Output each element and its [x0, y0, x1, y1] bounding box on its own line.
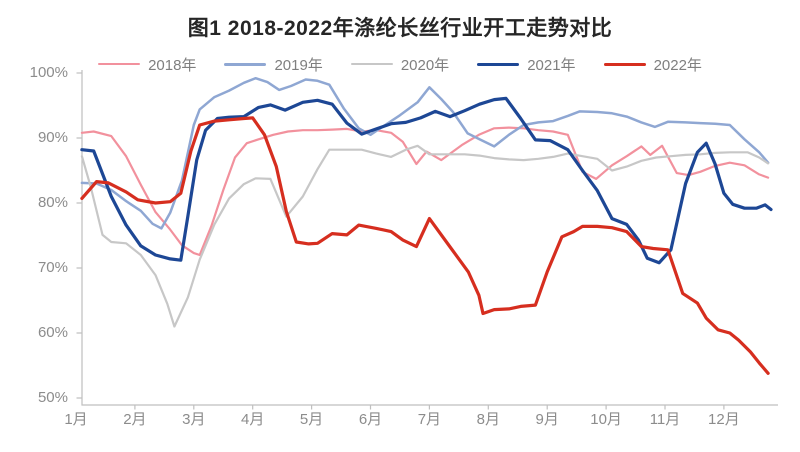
- y-axis-label: 80%: [37, 194, 68, 211]
- series-line-2019年: [80, 76, 770, 230]
- chart-title: 图1 2018-2022年涤纶长丝行业开工走势对比: [187, 17, 613, 40]
- x-axis-label: 3月: [182, 411, 206, 428]
- x-axis-label: 8月: [476, 411, 500, 428]
- legend: 2018年 2019年 2020年 2021年 2022年: [0, 54, 800, 74]
- y-axis-label: 100%: [29, 64, 68, 81]
- x-axis-label: 12月: [708, 411, 740, 428]
- series-line-2021年: [80, 96, 773, 265]
- series-line-2018年: [80, 126, 770, 257]
- x-axis-label: 4月: [241, 411, 265, 428]
- legend-line-swatch: [603, 62, 646, 66]
- legend-label: 2018年: [148, 56, 197, 74]
- legend-line-swatch: [98, 63, 141, 65]
- legend-item-2018年: 2018年: [98, 54, 196, 75]
- x-axis-label: 6月: [358, 411, 383, 428]
- x-axis-label: 11月: [649, 411, 681, 428]
- x-axis-label: 1月: [64, 411, 88, 428]
- x-axis-label: 9月: [535, 411, 559, 428]
- legend-line-swatch: [224, 62, 267, 66]
- legend-label: 2019年: [274, 56, 323, 74]
- legend-label: 2021年: [527, 56, 576, 74]
- legend-line-swatch: [350, 63, 393, 65]
- legend-item-2020年: 2020年: [350, 54, 450, 75]
- x-axis-label: 2月: [123, 411, 147, 428]
- x-axis-label: 10月: [590, 411, 622, 428]
- series-line-2022年: [80, 116, 770, 375]
- legend-item-2022年: 2022年: [603, 54, 702, 75]
- legend-line-swatch: [477, 62, 520, 66]
- y-axis-label: 60%: [37, 324, 68, 341]
- x-axis-label: 7月: [417, 411, 442, 428]
- legend-item-2019年: 2019年: [224, 54, 323, 75]
- y-axis-label: 50%: [37, 389, 68, 406]
- x-axis-label: 5月: [299, 411, 324, 428]
- y-axis-label: 90%: [37, 129, 68, 146]
- legend-item-2021年: 2021年: [477, 54, 576, 75]
- legend-label: 2020年: [400, 56, 450, 74]
- series-line-2020年: [80, 144, 770, 328]
- legend-label: 2022年: [653, 56, 702, 74]
- y-axis-label: 70%: [37, 259, 68, 276]
